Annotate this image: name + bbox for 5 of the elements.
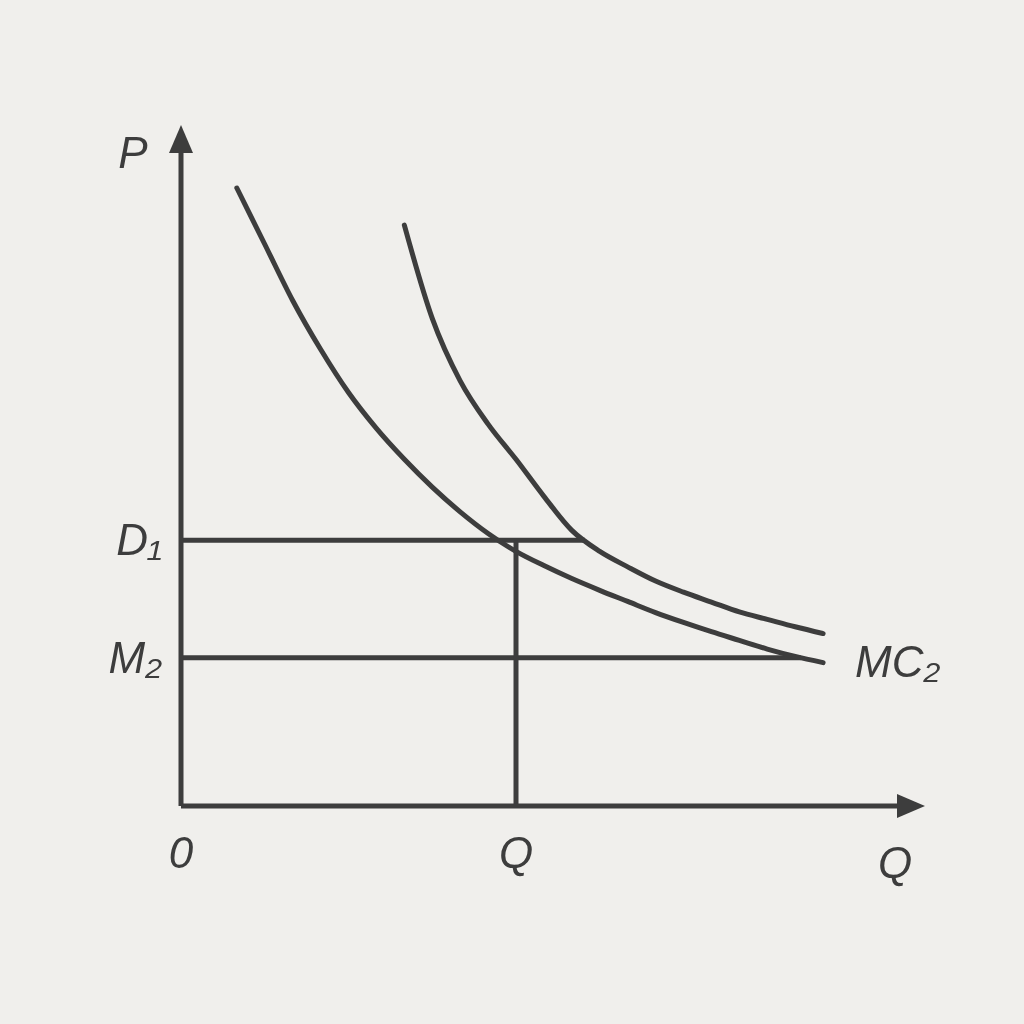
series-label: MC₂ [855,636,941,686]
y-axis-title: P [118,128,149,177]
x-tick-label: 0 [168,828,194,877]
ref-line-label: M₂ [108,632,163,682]
ref-line-label: D₁ [116,515,162,565]
